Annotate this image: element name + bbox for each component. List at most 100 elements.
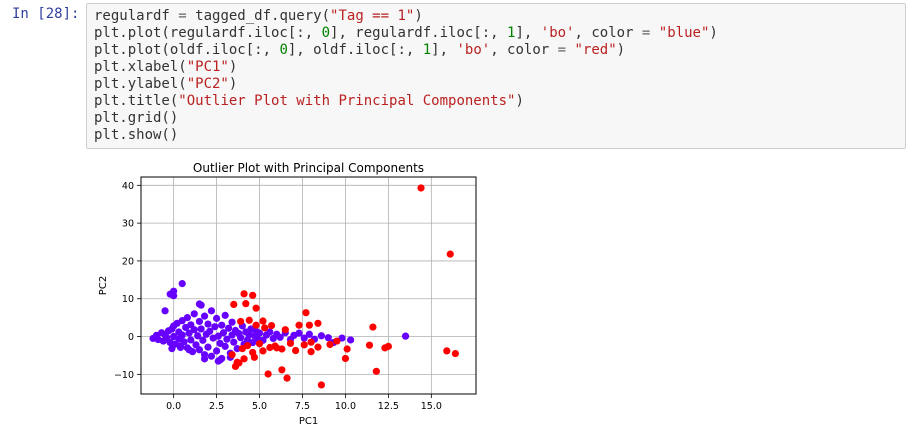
regular-point xyxy=(228,318,236,326)
regular-point xyxy=(180,338,188,346)
code-token: ) xyxy=(414,8,423,24)
regular-point xyxy=(176,343,185,352)
plot-ticks: 0.0 2.5 5.0 7.5 10.0 12.5 15.0 −10 0 10 20 30 40 xyxy=(114,181,442,412)
code-line: plt.grid() xyxy=(94,110,178,126)
outlier-point xyxy=(446,250,454,258)
y-tick-label: 40 xyxy=(122,181,134,192)
code-token: 'bo' xyxy=(540,25,575,41)
code-token: regulardf xyxy=(94,8,179,24)
regular-point xyxy=(161,307,169,315)
regular-point xyxy=(170,292,178,300)
outlier-point xyxy=(228,351,236,359)
outlier-point xyxy=(240,355,248,363)
code-token: "Outlier Plot with Principal Components" xyxy=(178,93,516,109)
regular-point xyxy=(305,330,313,338)
code-line: plt.ylabel("PC2") xyxy=(94,76,237,92)
regular-point xyxy=(324,334,332,342)
regular-point xyxy=(295,329,303,337)
chart-title: Outlier Plot with Principal Components xyxy=(193,161,424,175)
outlier-point xyxy=(417,184,425,192)
regular-point xyxy=(221,311,229,319)
regular-point xyxy=(197,325,205,333)
outlier-point xyxy=(314,343,322,351)
x-tick-label: 5.0 xyxy=(252,401,267,412)
code-token: , color xyxy=(574,25,642,41)
regular-point xyxy=(233,345,241,353)
y-axis-label: PC2 xyxy=(98,276,109,295)
outlier-point xyxy=(305,321,313,329)
outlier-point xyxy=(314,319,322,327)
outlier-point xyxy=(266,343,274,352)
code-editor[interactable]: regulardf = tagged_df.query("Tag == 1") … xyxy=(87,4,905,144)
outlier-point xyxy=(249,348,257,357)
regular-point xyxy=(212,314,221,322)
outlier-point xyxy=(307,338,315,346)
regular-point xyxy=(219,329,228,337)
regular-point xyxy=(300,334,308,342)
outlier-point xyxy=(384,342,392,350)
y-tick-label: 30 xyxy=(122,219,134,230)
regular-point xyxy=(212,347,221,355)
y-tick-label: 20 xyxy=(122,256,134,267)
code-token: plt.title( xyxy=(94,93,179,109)
code-line: regulardf = tagged_df.query("Tag == 1") xyxy=(94,8,423,24)
outlier-point xyxy=(237,317,245,326)
outlier-point xyxy=(300,341,308,349)
outlier-point xyxy=(302,309,310,317)
regular-point xyxy=(204,320,212,328)
x-tick-label: 10.0 xyxy=(335,401,356,412)
regular-point xyxy=(204,343,212,351)
x-tick-label: 2.5 xyxy=(209,401,224,412)
outlier-point xyxy=(252,321,260,329)
outlier-point xyxy=(273,344,281,352)
outlier-point xyxy=(264,370,272,378)
code-token: = xyxy=(557,42,567,58)
regular-point xyxy=(223,335,231,343)
regular-point xyxy=(207,352,216,360)
outlier-point xyxy=(245,316,253,324)
regular-point xyxy=(346,336,355,344)
outlier-point xyxy=(341,354,350,363)
plot-grid xyxy=(141,177,476,394)
regular-point xyxy=(194,332,202,340)
code-token: "red" xyxy=(574,42,617,58)
outlier-point xyxy=(369,323,377,331)
code-token: = xyxy=(178,8,187,24)
regular-point xyxy=(266,328,274,336)
code-token xyxy=(566,42,574,58)
cell-output: 0.0 2.5 5.0 7.5 10.0 12.5 15.0 −10 0 10 20 30 40 Out… xyxy=(96,156,486,432)
y-tick-label: 10 xyxy=(122,294,134,305)
plot-frame xyxy=(140,176,477,395)
code-token: , color xyxy=(490,42,558,58)
code-token: 1 xyxy=(422,42,432,58)
outlier-point xyxy=(295,321,303,329)
outlier-point xyxy=(233,358,241,366)
outlier-point xyxy=(238,345,246,353)
outlier-point xyxy=(343,345,351,353)
regular-point xyxy=(185,329,193,337)
outlier-point xyxy=(281,326,289,334)
code-token: tagged_df.query( xyxy=(186,8,331,24)
code-cell[interactable]: regulardf = tagged_df.query("Tag == 1") … xyxy=(86,3,906,149)
code-token xyxy=(650,25,658,41)
code-token: = xyxy=(641,25,651,41)
outlier-point xyxy=(267,321,276,330)
outlier-point xyxy=(451,349,459,358)
x-axis-label: PC1 xyxy=(299,416,318,427)
code-token: 0 xyxy=(279,42,288,58)
code-line: plt.plot(regulardf.iloc[:, 0], regulardf… xyxy=(94,25,718,41)
regular-point xyxy=(200,312,209,320)
regular-point xyxy=(195,317,204,326)
outlier-point xyxy=(372,367,380,375)
code-token: ) xyxy=(616,42,626,58)
code-token: 1 xyxy=(507,25,516,41)
regular-point xyxy=(185,346,193,354)
regular-point xyxy=(225,324,233,332)
code-token: 0 xyxy=(321,25,331,41)
regular-point xyxy=(317,332,325,340)
outlier-point xyxy=(317,381,325,389)
code-line: plt.plot(oldf.iloc[:, 0], oldf.iloc[:, 1… xyxy=(94,42,625,58)
y-tick-label: −10 xyxy=(114,370,134,381)
regular-point xyxy=(178,331,186,339)
code-token: ], xyxy=(431,42,457,58)
